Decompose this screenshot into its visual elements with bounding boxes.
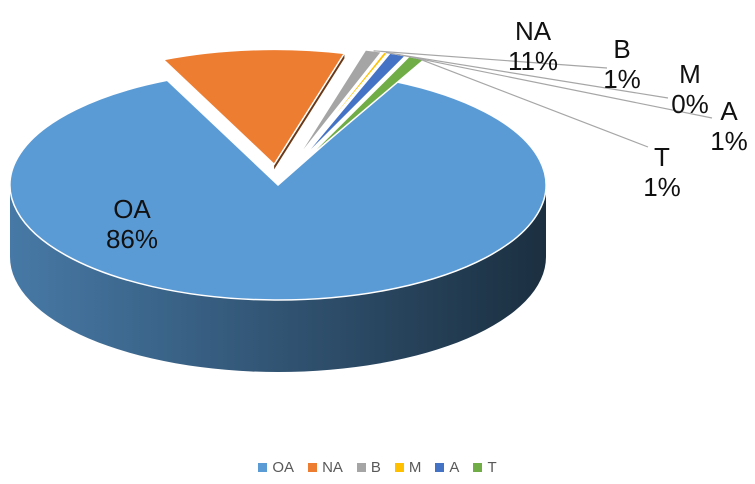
pie-slice-oa xyxy=(9,79,547,301)
data-label-category-oa: OA xyxy=(113,194,151,224)
data-label-category-m: M xyxy=(679,59,701,89)
data-label-na: NA 11% xyxy=(508,16,558,76)
legend-swatch-b xyxy=(356,463,366,472)
legend-label-a: A xyxy=(449,459,460,476)
data-label-t: T 1% xyxy=(643,142,681,202)
legend-item-a: A xyxy=(435,459,459,476)
data-label-oa: OA 86% xyxy=(106,194,158,254)
data-label-value-t: 1% xyxy=(643,172,681,202)
data-label-value-oa: 86% xyxy=(106,224,158,254)
legend-swatch-oa xyxy=(258,463,268,472)
pie-chart-canvas: OA 86%NA 11% B 1% M 0% A 1%T 1% xyxy=(9,16,748,372)
legend-item-oa: OA xyxy=(258,459,294,476)
legend-item-na: NA xyxy=(308,459,343,476)
legend-label-na: NA xyxy=(322,459,343,476)
leader-line-m xyxy=(385,51,669,99)
legend-item-m: M xyxy=(394,459,422,476)
data-label-value-b: 1% xyxy=(603,64,641,94)
legend-swatch-t xyxy=(473,463,483,472)
legend-label-b: B xyxy=(370,459,381,476)
legend-label-t: T xyxy=(487,459,497,476)
legend-swatch-m xyxy=(394,463,404,472)
data-label-a: A 1% xyxy=(710,96,748,156)
leader-line-b xyxy=(373,50,608,69)
pie-slice-na xyxy=(161,48,346,166)
legend-item-b: B xyxy=(356,459,381,476)
data-label-category-t: T xyxy=(654,142,670,172)
data-label-value-a: 1% xyxy=(710,126,748,156)
data-label-value-na: 11% xyxy=(508,46,558,76)
legend-item-t: T xyxy=(473,459,497,476)
legend-swatch-a xyxy=(435,463,445,472)
data-label-m: M 0% xyxy=(671,59,709,119)
legend-swatch-na xyxy=(308,463,318,472)
data-label-category-a: A xyxy=(720,96,738,126)
leader-line-t xyxy=(416,57,649,148)
data-label-category-na: NA xyxy=(515,16,552,46)
data-label-category-b: B xyxy=(613,34,630,64)
pie-side-oa xyxy=(10,185,546,372)
legend-label-m: M xyxy=(408,459,422,476)
leader-line-a xyxy=(397,53,713,119)
legend-label-oa: OA xyxy=(272,459,295,476)
data-label-value-m: 0% xyxy=(671,89,709,119)
chart-legend: OA NA B M A T xyxy=(0,459,755,476)
data-label-b: B 1% xyxy=(603,34,641,94)
